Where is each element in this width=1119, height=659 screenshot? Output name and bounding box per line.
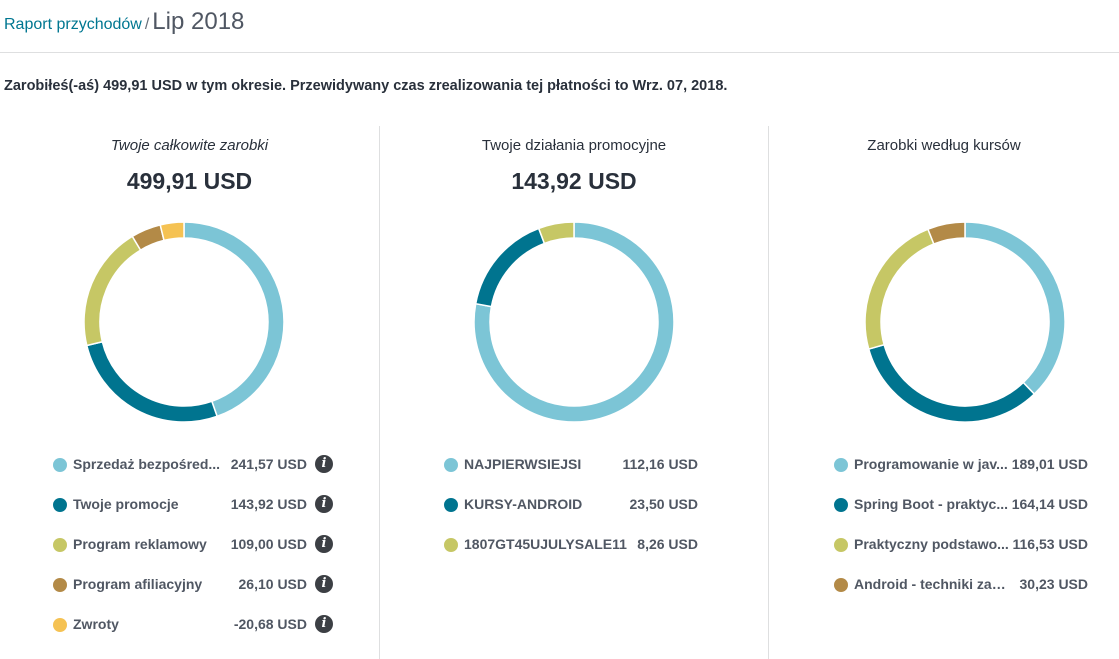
donut-slice [473, 221, 675, 423]
legend-item: Program reklamowy 109,00 USD i [0, 534, 379, 556]
info-circle-icon[interactable]: i [315, 535, 333, 553]
breadcrumb-parent-link[interactable]: Raport przychodów [4, 16, 142, 33]
promotions-donut-chart [473, 221, 675, 423]
legend-swatch [444, 498, 458, 512]
info-circle-icon[interactable]: i [315, 495, 333, 513]
legend-value: 112,16 USD [622, 456, 699, 472]
legend-value: 30,23 USD [1019, 576, 1088, 592]
donut-slice [867, 343, 1036, 423]
legend-swatch [834, 578, 848, 592]
donut-slice [926, 221, 966, 245]
legend-item: Praktyczny podstawo... 116,53 USD [769, 534, 1119, 556]
legend-value: 109,00 USD [230, 536, 307, 552]
legend-value: 241,57 USD [230, 456, 307, 472]
legend-item: Program afiliacyjny 26,10 USD i [0, 574, 379, 596]
panel-title: Twoje całkowite zarobki [110, 137, 269, 154]
legend-label: Android - techniki zaa... [854, 576, 1011, 592]
info-circle-icon[interactable]: i [315, 615, 333, 633]
legend-swatch [834, 498, 848, 512]
legend-label: Sprzedaż bezpośred... [73, 456, 221, 472]
legend-item: Sprzedaż bezpośred... 241,57 USD i [0, 454, 379, 476]
course-earnings-donut-chart [864, 221, 1066, 423]
donut-slice [83, 235, 142, 347]
legend-item: KURSY-ANDROID 23,50 USD [380, 494, 768, 516]
donut-slice [864, 228, 935, 350]
legend-value: 164,14 USD [1011, 496, 1088, 512]
donut-slice [474, 227, 546, 308]
total-earnings-panel: Twoje całkowite zarobki 499,91 USD Sprze… [0, 126, 379, 659]
info-circle-icon[interactable]: i [315, 575, 333, 593]
legend-item: NAJPIERWSIEJSI 112,16 USD [380, 454, 768, 476]
legend-item: 1807GT45UJULYSALE11 8,26 USD [380, 534, 768, 556]
legend-item: Twoje promocje 143,92 USD i [0, 494, 379, 516]
legend-value: 189,01 USD [1011, 456, 1088, 472]
info-circle-icon[interactable]: i [315, 455, 333, 473]
panel-total: 143,92 USD [511, 168, 637, 194]
legend-label: KURSY-ANDROID [464, 496, 583, 512]
legend-label: Spring Boot - praktyc... [854, 496, 1009, 512]
legend-swatch [834, 538, 848, 552]
legend-label: 1807GT45UJULYSALE11 [464, 536, 627, 552]
page-title: Lip 2018 [152, 8, 245, 35]
legend-value: -20,68 USD [233, 616, 307, 632]
panel-total: 499,91 USD [126, 168, 253, 194]
legend-swatch [53, 618, 67, 632]
legend-item: Spring Boot - praktyc... 164,14 USD [769, 494, 1119, 516]
legend-value: 26,10 USD [238, 576, 307, 592]
legend-label: Zwroty [73, 616, 119, 632]
legend-label: Twoje promocje [73, 496, 179, 512]
donut-slice [964, 221, 1066, 396]
legend-swatch [834, 458, 848, 472]
legend-swatch [53, 578, 67, 592]
legend-value: 143,92 USD [230, 496, 307, 512]
legend-label: Program reklamowy [73, 536, 207, 552]
earnings-summary: Zarobiłeś(-aś) 499,91 USD w tym okresie.… [4, 78, 728, 94]
promotions-panel: Twoje działania promocyjne 143,92 USD NA… [379, 126, 768, 659]
legend-label: Praktyczny podstawo... [854, 536, 1009, 552]
legend-swatch [444, 538, 458, 552]
legend-swatch [53, 538, 67, 552]
legend-value: 116,53 USD [1012, 536, 1089, 552]
legend-item: Programowanie w jav... 189,01 USD [769, 454, 1119, 476]
legend-value: 8,26 USD [637, 536, 698, 552]
legend-swatch [53, 498, 67, 512]
panel-title: Zarobki według kursów [867, 137, 1021, 154]
page-header: Raport przychodów / Lip 2018 [0, 0, 1119, 53]
panel-title: Twoje działania promocyjne [481, 137, 667, 154]
legend-swatch [53, 458, 67, 472]
total-earnings-donut-chart [83, 221, 285, 423]
breadcrumb: Raport przychodów / Lip 2018 [4, 8, 244, 36]
legend-label: Program afiliacyjny [73, 576, 203, 592]
course-earnings-panel: Zarobki według kursów Programowanie w ja… [768, 126, 1119, 659]
legend-item: Android - techniki zaa... 30,23 USD [769, 574, 1119, 596]
legend-label: Programowanie w jav... [854, 456, 1008, 472]
legend-item: Zwroty -20,68 USD i [0, 614, 379, 636]
legend-value: 23,50 USD [629, 496, 698, 512]
donut-slice [159, 221, 185, 242]
legend-swatch [444, 458, 458, 472]
breadcrumb-separator: / [144, 16, 150, 33]
donut-slice [537, 221, 575, 245]
donut-slice [183, 221, 285, 418]
legend-label: NAJPIERWSIEJSI [464, 456, 582, 472]
donut-slice [85, 340, 219, 423]
